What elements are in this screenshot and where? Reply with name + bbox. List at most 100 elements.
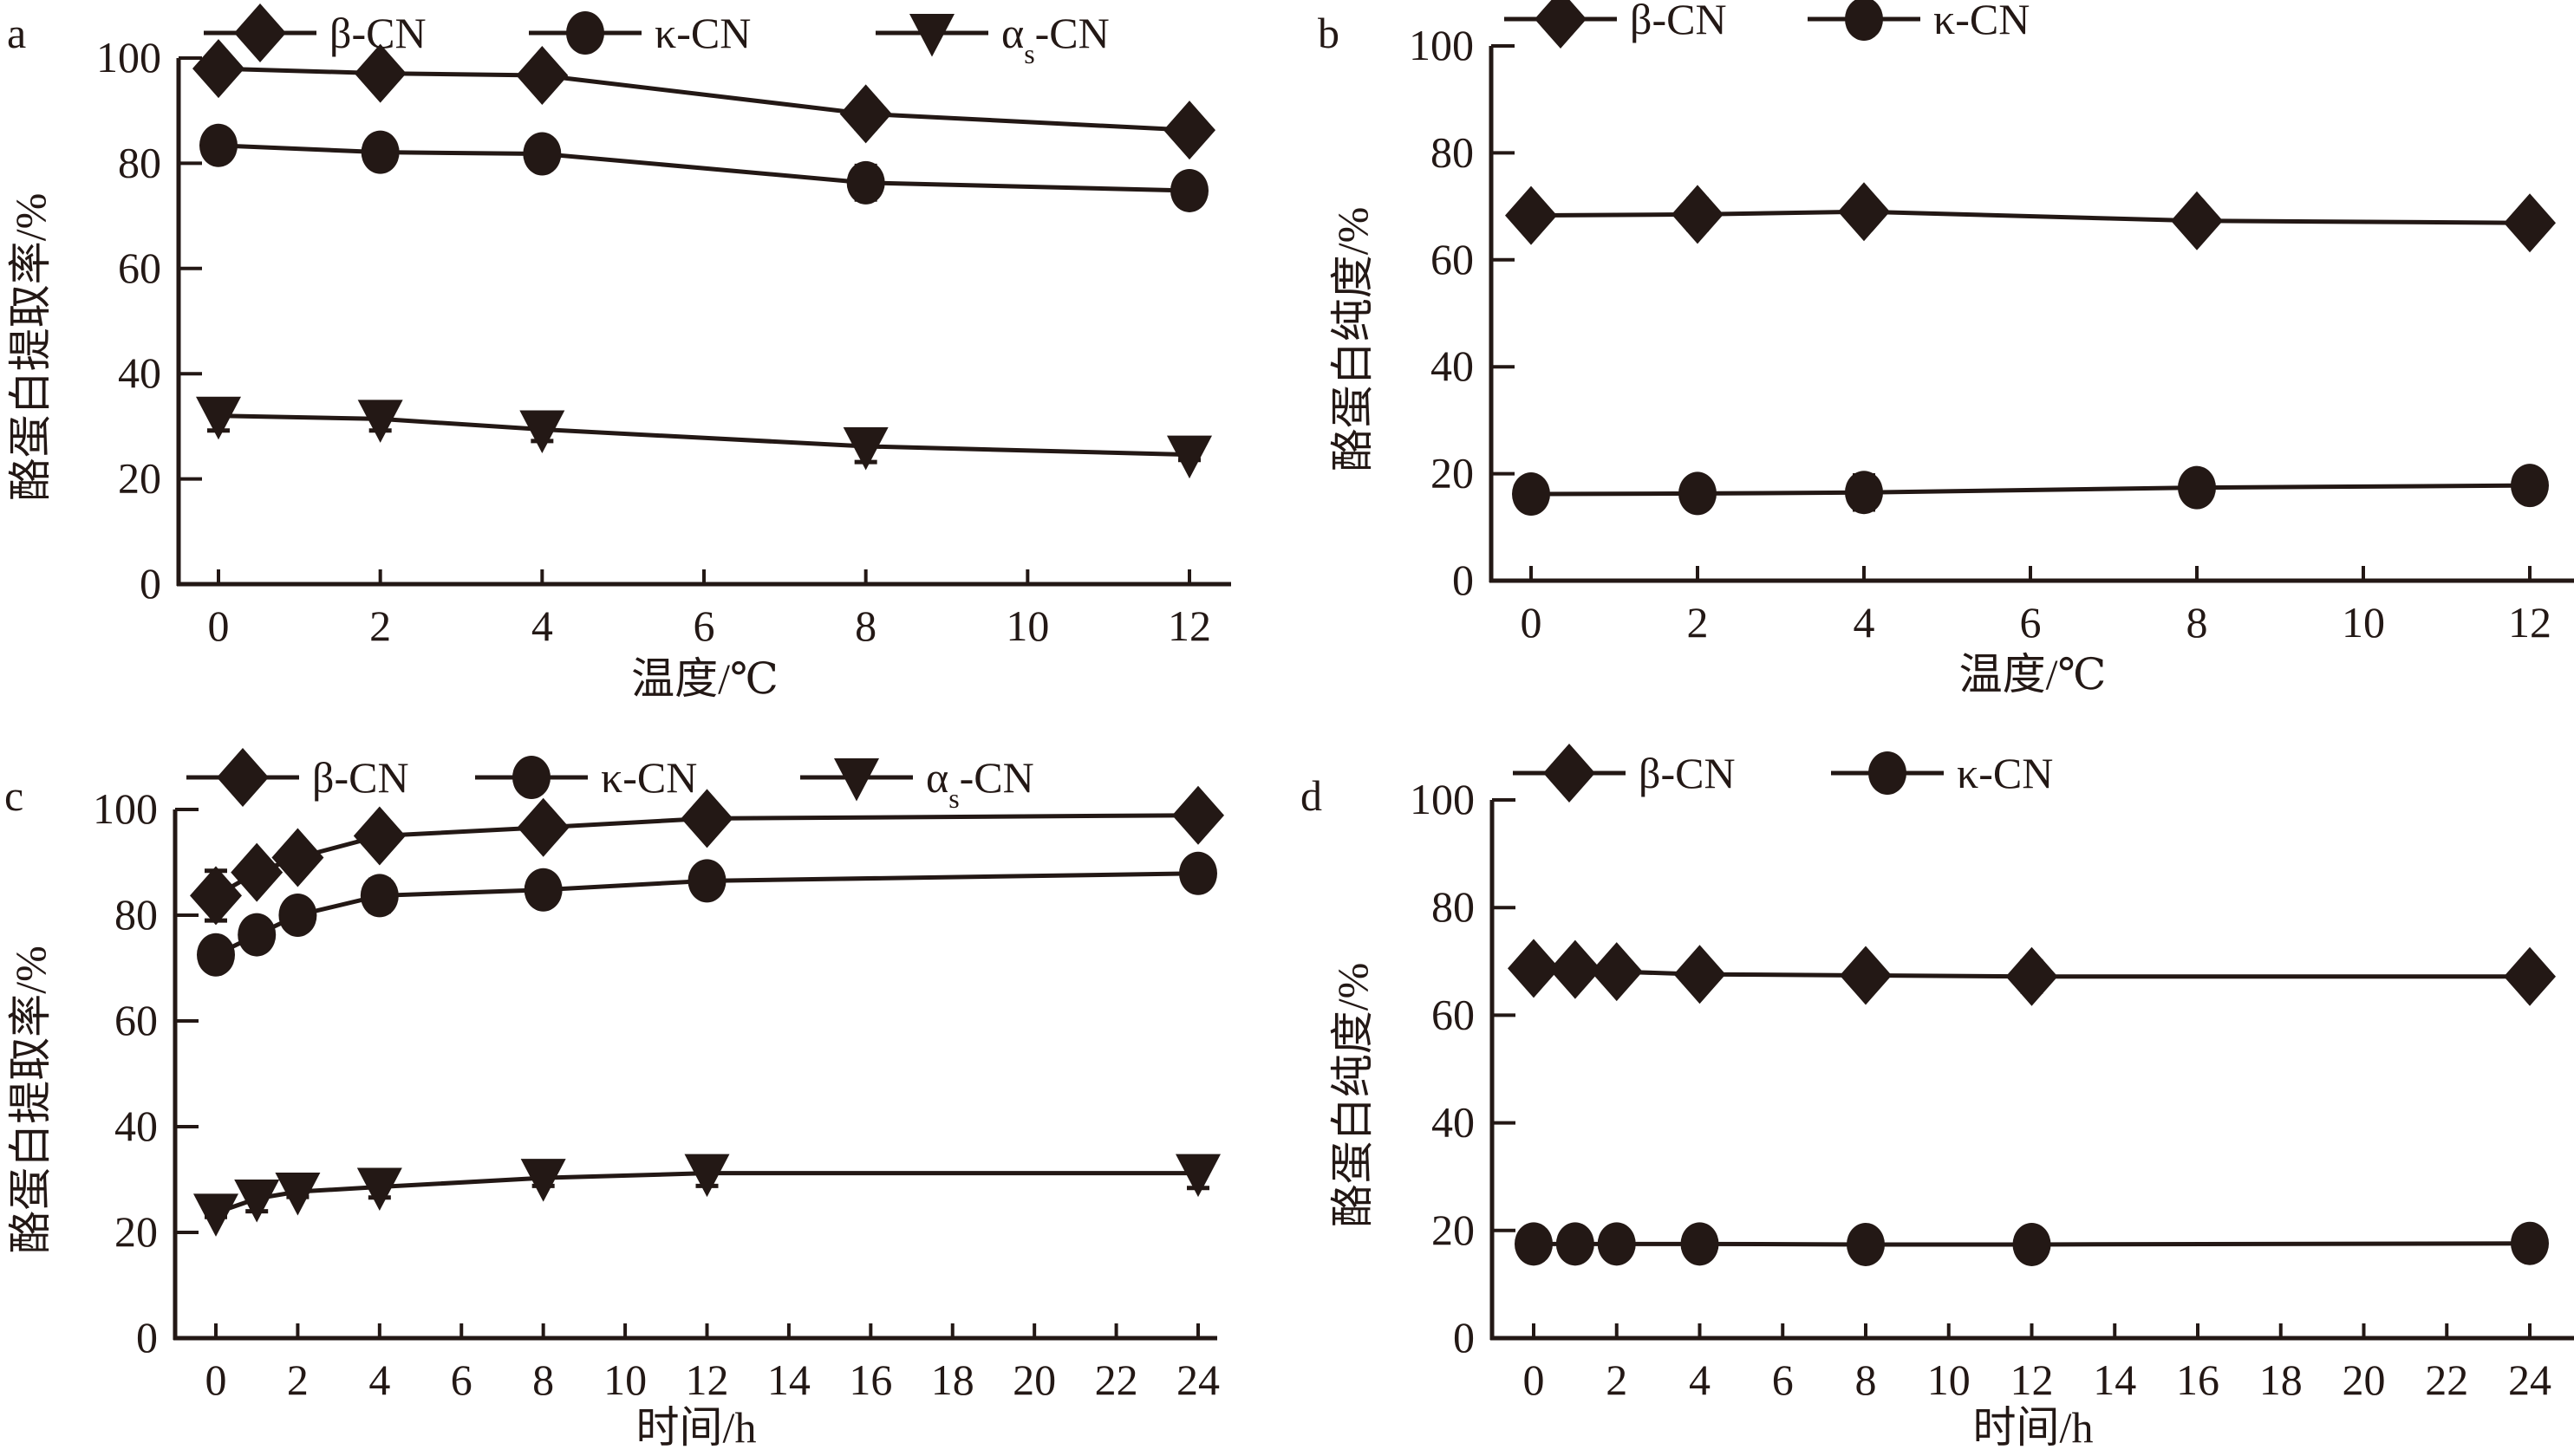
legend-label: κ-CN [655, 9, 751, 57]
data-point [193, 1193, 238, 1237]
series-circle [197, 851, 1217, 977]
x-tick-label: 12 [2010, 1355, 2054, 1404]
data-point [520, 1159, 566, 1202]
y-tick-label: 20 [1430, 449, 1474, 497]
x-tick-label: 4 [368, 1355, 390, 1404]
legend-label-main: β-CN [329, 9, 427, 57]
x-axis-title: 时间/h [636, 1403, 757, 1452]
y-tick-label: 40 [1430, 341, 1474, 390]
series-diamond [1505, 182, 2556, 253]
x-tick-label: 22 [1095, 1355, 1138, 1404]
data-point [1838, 182, 1890, 242]
data-point [2012, 1222, 2051, 1266]
data-point [843, 426, 889, 471]
data-point [2178, 465, 2216, 510]
legend-marker [217, 748, 269, 807]
x-tick-label: 14 [767, 1355, 811, 1404]
data-point [516, 46, 569, 106]
data-point [2511, 464, 2549, 508]
legend-entry: κ-CN [529, 9, 751, 57]
y-tick-label: 0 [1453, 1313, 1475, 1362]
legend-label-main: β-CN [312, 753, 409, 802]
x-tick-label: 24 [2508, 1355, 2551, 1404]
x-tick-label: 8 [532, 1355, 554, 1404]
legend-label-tail: -CN [960, 753, 1034, 802]
x-tick-label: 2 [287, 1355, 309, 1404]
data-point [1678, 471, 1717, 516]
x-tick-label: 20 [1013, 1355, 1056, 1404]
data-point [1840, 946, 1892, 1005]
legend-marker [909, 14, 955, 57]
data-point [1673, 945, 1726, 1004]
data-point [196, 396, 241, 440]
data-point [1845, 471, 1883, 515]
x-tick-label: 16 [849, 1355, 892, 1404]
y-axis-title: 酪蛋白纯度/% [1328, 963, 1377, 1228]
legend-entry: κ-CN [1808, 0, 2030, 43]
legend-marker [566, 11, 604, 55]
legend-label-main: κ-CN [1957, 749, 2053, 797]
panel-letter: b [1318, 9, 1339, 57]
data-point [231, 842, 283, 902]
panel-b: b 0 20 40 60 80 100 0 2 4 6 8 10 12 温度/℃ 酪蛋白纯度/% β-CN κ-C… [1318, 0, 2574, 699]
y-tick-label: 20 [114, 1207, 158, 1256]
y-tick-label: 0 [136, 1313, 158, 1362]
data-point [1590, 942, 1643, 1002]
y-tick-label: 80 [118, 138, 161, 186]
legend-label: β-CN [312, 753, 409, 802]
x-axis-title: 温度/℃ [1959, 650, 2107, 699]
data-point [1555, 1222, 1594, 1266]
y-axis-title: 酪蛋白纯度/% [1328, 207, 1377, 472]
legend-label-main: α [1001, 9, 1024, 57]
y-axis-title: 酪蛋白提取率/% [6, 193, 55, 502]
data-point [519, 410, 565, 454]
data-point [839, 84, 892, 144]
legend-label-subscript: s [948, 783, 959, 814]
x-tick-label: 2 [1687, 598, 1709, 647]
x-tick-label: 12 [1168, 601, 1211, 650]
x-tick-label: 2 [369, 601, 391, 650]
data-point [1508, 939, 1560, 998]
x-tick-label: 8 [2186, 598, 2208, 647]
x-axis-title: 时间/h [1973, 1403, 2094, 1452]
panel-a: a 0 20 40 60 80 100 0 2 4 6 8 10 12 温度/℃ 酪蛋白提取率/% β-CN κ-… [6, 3, 1231, 703]
y-tick-label: 100 [93, 784, 158, 833]
x-tick-label: 16 [2176, 1355, 2219, 1404]
legend-entry: β-CN [1513, 744, 1736, 803]
data-point [2005, 946, 2058, 1006]
x-tick-label: 14 [2093, 1355, 2136, 1404]
legend-entry: αs-CN [800, 753, 1034, 814]
y-axis-title: 酪蛋白提取率/% [6, 946, 55, 1254]
x-tick-label: 0 [208, 601, 230, 650]
x-tick-label: 20 [2343, 1355, 2386, 1404]
x-tick-label: 12 [2508, 598, 2551, 647]
legend-label: κ-CN [1933, 0, 2030, 43]
x-tick-label: 24 [1176, 1355, 1220, 1404]
legend-label-subscript: s [1024, 38, 1034, 69]
y-tick-label: 40 [1431, 1098, 1475, 1147]
data-point [1167, 435, 1212, 479]
x-tick-label: 0 [1521, 598, 1542, 647]
data-point [1512, 472, 1550, 517]
data-point [2504, 946, 2556, 1006]
legend-marker [1868, 751, 1906, 795]
legend-label-main: β-CN [1630, 0, 1727, 43]
series-diamond [1508, 939, 2556, 1006]
legend-marker [1845, 0, 1883, 41]
series-circle [1515, 1221, 2549, 1266]
legend-entry: β-CN [186, 748, 409, 807]
y-tick-label: 60 [118, 244, 161, 292]
data-point [354, 43, 407, 103]
x-tick-label: 10 [603, 1355, 647, 1404]
data-point [681, 789, 733, 848]
legend-entry: β-CN [1504, 0, 1727, 49]
data-point [356, 1167, 402, 1212]
y-tick-label: 40 [118, 348, 161, 397]
y-tick-label: 60 [1431, 990, 1475, 1038]
x-tick-label: 10 [1927, 1355, 1971, 1404]
legend-marker [834, 758, 879, 802]
data-point [1163, 101, 1215, 160]
x-tick-label: 8 [855, 601, 876, 650]
